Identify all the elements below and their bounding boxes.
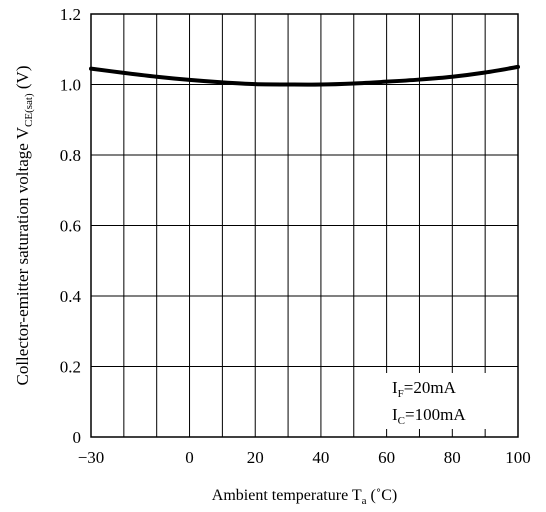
y-tick-label: 1.2 (60, 5, 81, 24)
annotation-ic-value: =100mA (405, 405, 466, 424)
x-tick-label: 20 (247, 448, 264, 467)
x-axis-label-main: Ambient temperature T (212, 487, 362, 504)
y-axis-label-sub: CE(sat) (23, 93, 35, 127)
x-axis-label-sub: a (362, 495, 367, 507)
series-layer (89, 64, 520, 87)
y-axis-label: Collector-emitter saturation voltage VCE… (13, 66, 35, 386)
plot-frame (90, 13, 519, 438)
y-gridlines (91, 84, 518, 367)
x-tick-label: 100 (505, 448, 531, 467)
annotation-if-value: =20mA (404, 378, 457, 397)
y-axis-label-unit: (V) (13, 66, 32, 94)
y-tick-labels: 0 0.2 0.4 0.6 0.8 1.0 1.2 (60, 5, 82, 447)
annotation-background (386, 373, 512, 429)
annotation-if: IF=20mA (392, 378, 457, 400)
annotation-ic: IC=100mA (392, 405, 466, 427)
y-tick-label: 1.0 (60, 76, 81, 95)
x-tick-labels: −30 0 20 40 60 80 100 (78, 448, 531, 467)
y-tick-label: 0.6 (60, 217, 81, 236)
annotation-if-sub: F (398, 388, 404, 400)
y-tick-label: 0.8 (60, 146, 81, 165)
x-tick-label: 40 (312, 448, 329, 467)
x-tick-label: 0 (185, 448, 194, 467)
y-axis-label-main: Collector-emitter saturation voltage V (13, 126, 32, 385)
x-tick-label: 60 (378, 448, 395, 467)
x-axis-label: Ambient temperature Ta (˚C) (212, 487, 397, 507)
series-line (89, 64, 520, 87)
x-tick-label: −30 (78, 448, 105, 467)
annotation-if-main: I (392, 378, 398, 397)
y-tick-label: 0.2 (60, 358, 81, 377)
annotation-ic-sub: C (398, 415, 405, 427)
y-tick-label: 0.4 (60, 287, 82, 306)
annotation-ic-main: I (392, 405, 398, 424)
y-tick-label: 0 (73, 428, 82, 447)
x-tick-label: 80 (444, 448, 461, 467)
x-axis-label-unit: (˚C) (367, 487, 398, 504)
